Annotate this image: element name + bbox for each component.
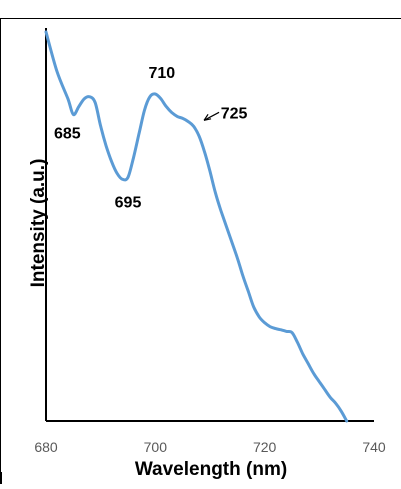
y-axis-title: Intensity (a.u.): [28, 159, 49, 288]
annotation-label: 685: [54, 125, 81, 142]
frame-left-border: [0, 18, 1, 484]
frame-bottom-left-mark: [0, 472, 2, 484]
frame-top-border: [0, 18, 401, 19]
arrow-shaft: [203, 111, 220, 121]
arrow-head: [203, 113, 212, 121]
x-tick-label: 680: [34, 439, 58, 455]
series-line-0: [44, 30, 349, 423]
annotation-layer: 685 695 710 725: [54, 65, 248, 211]
annotation-label: 695: [115, 194, 142, 211]
x-tick-label: 720: [253, 439, 277, 455]
annotation-arrow: [203, 111, 220, 121]
x-tick-label: 700: [144, 439, 168, 455]
axis-labels: Wavelength (nm) Intensity (a.u.): [28, 159, 287, 480]
x-axis-title: Wavelength (nm): [135, 459, 287, 480]
axes: 680 700 720 740: [34, 28, 386, 455]
annotation-label: 725: [221, 105, 248, 122]
x-tick-label: 740: [362, 439, 386, 455]
series-layer: [44, 30, 349, 423]
annotation-label: 710: [148, 65, 175, 82]
